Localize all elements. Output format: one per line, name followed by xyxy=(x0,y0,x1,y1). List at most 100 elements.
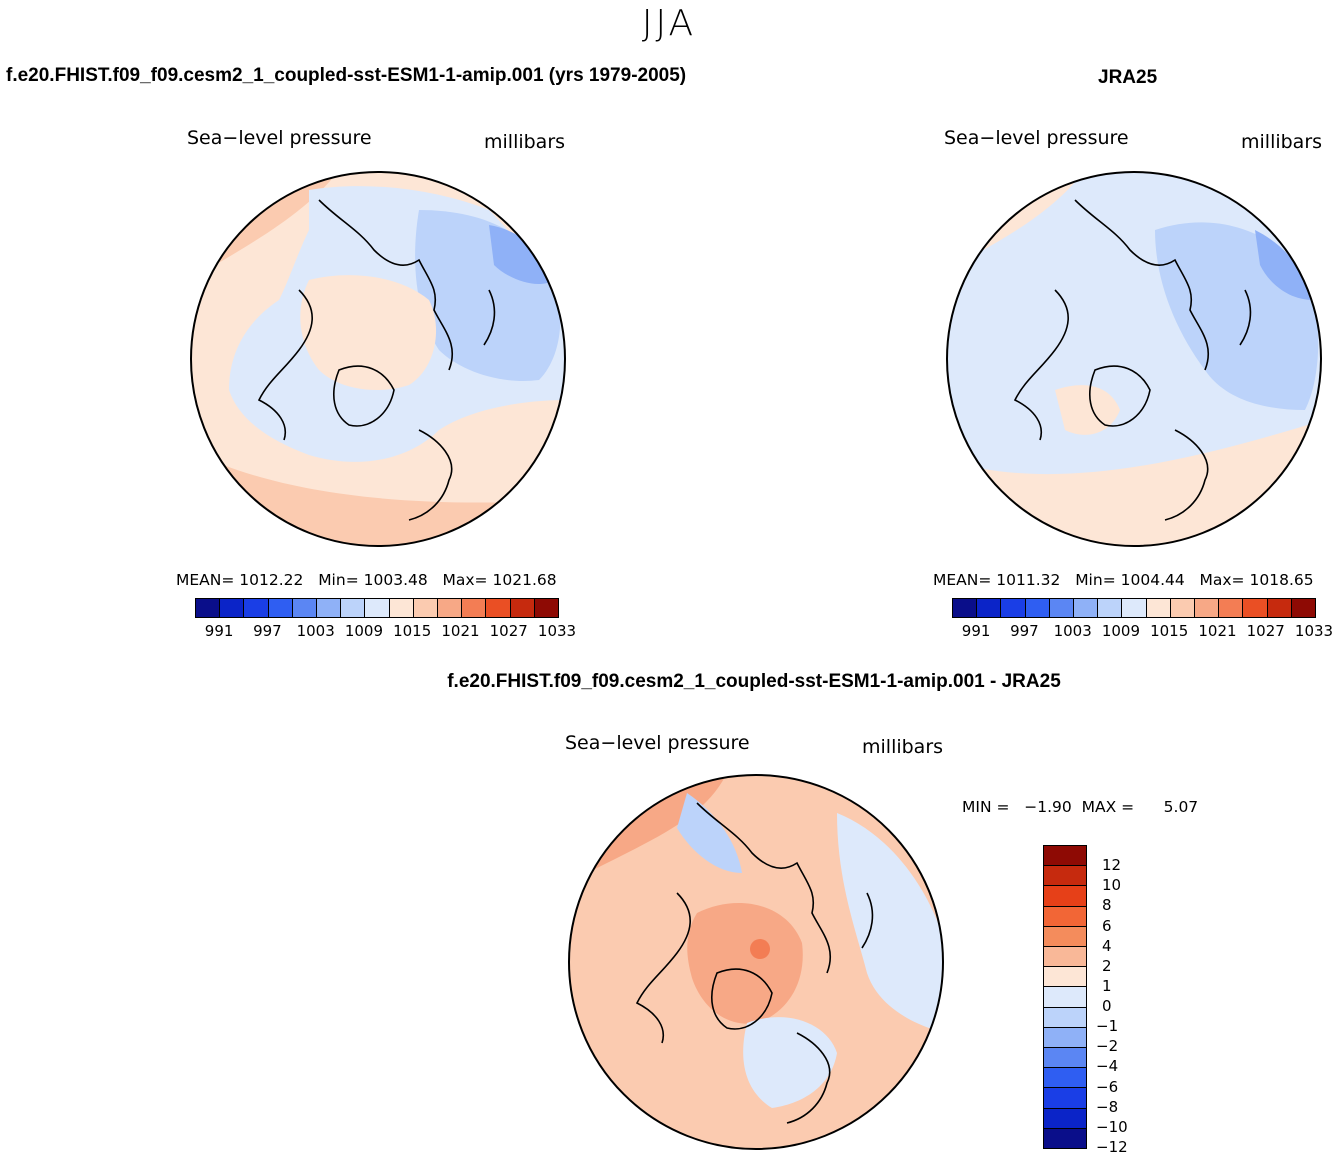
map-boundary xyxy=(568,774,944,1150)
colorbar-swatch xyxy=(462,599,487,617)
panel1-min-value: 1003.48 xyxy=(363,571,428,589)
map-boundary xyxy=(946,171,1322,547)
low-pressure-minimum xyxy=(489,225,554,285)
colorbar-swatch xyxy=(1044,1088,1086,1109)
colorbar-tick-label: −8 xyxy=(1096,1097,1119,1116)
panel2-mean-value: 1011.32 xyxy=(996,571,1061,589)
colorbar-swatch xyxy=(1044,926,1086,948)
colorbar-tick-label: 1027 xyxy=(489,622,528,640)
panel3-minmax: MIN = −1.90 MAX = 5.07 xyxy=(962,798,1199,816)
low-pressure-minimum xyxy=(1255,230,1313,300)
colorbar-tick-label: 10 xyxy=(1102,876,1122,895)
panel2-min-value: 1004.44 xyxy=(1120,571,1185,589)
panel3-units-label: millibars xyxy=(862,736,944,758)
colorbar-swatch xyxy=(1044,1108,1086,1129)
panel2-max-value: 1018.65 xyxy=(1249,571,1314,589)
panel2-title: JRA25 xyxy=(1098,67,1158,88)
negative-region-siberia xyxy=(677,793,742,873)
colorbar-swatch xyxy=(1044,846,1086,867)
colorbar-swatch xyxy=(953,599,978,617)
colorbar-swatch xyxy=(486,599,511,617)
panel1-colorbar-ticks: 991 997 1003 1009 1015 1021 1027 1033 xyxy=(195,622,576,642)
colorbar-swatch xyxy=(1044,886,1086,907)
panel3-map xyxy=(568,774,944,1150)
colorbar-swatch xyxy=(1291,599,1316,617)
colorbar-tick-label: −4 xyxy=(1096,1057,1119,1076)
colorbar-swatch xyxy=(1044,866,1086,887)
colorbar-swatch xyxy=(1195,599,1220,617)
colorbar-tick-label: −6 xyxy=(1096,1077,1119,1096)
panel3-colorbar-ticks: 12 10 8 6 4 2 1 0 −1 −2 −4 −6 −8 −10 −12 xyxy=(1096,845,1156,1156)
panel3-title: f.e20.FHIST.f09_f09.cesm2_1_coupled-sst-… xyxy=(447,671,1061,692)
panel1-units-label: millibars xyxy=(484,131,566,153)
arctic-positive-core xyxy=(687,903,803,1024)
colorbar-tick-label: 1021 xyxy=(1198,622,1237,640)
panel2-colorbar-ticks: 991 997 1003 1009 1015 1021 1027 1033 xyxy=(952,622,1333,642)
colorbar-tick-label: 2 xyxy=(1102,956,1112,975)
panel2-min-label: Min= xyxy=(1075,571,1116,589)
colorbar-tick-label: −12 xyxy=(1096,1138,1128,1156)
coastlines xyxy=(635,802,874,1124)
colorbar-swatch xyxy=(220,599,245,617)
colorbar-swatch xyxy=(268,599,293,617)
colorbar-swatch xyxy=(1044,1128,1086,1149)
colorbar-tick-label: −2 xyxy=(1096,1037,1119,1056)
panel1-mean-label: MEAN= xyxy=(176,571,235,589)
colorbar-tick-label: 997 xyxy=(1010,622,1039,640)
greenland-high xyxy=(1055,385,1120,435)
colorbar-tick-label: 1015 xyxy=(393,622,432,640)
panel1-map xyxy=(190,171,566,547)
panel1-min-label: Min= xyxy=(318,571,359,589)
colorbar-swatch xyxy=(1074,599,1099,617)
colorbar-tick-label: 6 xyxy=(1102,916,1112,935)
colorbar-swatch xyxy=(1243,599,1268,617)
colorbar-tick-label: 1021 xyxy=(441,622,480,640)
colorbar-swatch xyxy=(292,599,318,617)
colorbar-swatch xyxy=(1044,1068,1086,1089)
panel2-mean-label: MEAN= xyxy=(933,571,992,589)
colorbar-swatch xyxy=(1044,967,1086,988)
panel1-colorbar xyxy=(195,598,559,618)
colorbar-tick-label: −1 xyxy=(1096,1017,1119,1036)
negative-region-europe xyxy=(743,1017,837,1108)
colorbar-swatch xyxy=(389,599,414,617)
colorbar-tick-label: 0 xyxy=(1102,997,1112,1016)
colorbar-swatch xyxy=(341,599,366,617)
colorbar-swatch xyxy=(1122,599,1147,617)
colorbar-swatch xyxy=(1098,599,1123,617)
colorbar-swatch xyxy=(1044,1007,1086,1028)
colorbar-tick-label: 1009 xyxy=(1101,622,1141,640)
map-boundary xyxy=(190,171,566,547)
colorbar-swatch xyxy=(317,599,342,617)
colorbar-tick-label: 997 xyxy=(253,622,282,640)
panel1-mean-value: 1012.22 xyxy=(239,571,304,589)
colorbar-swatch xyxy=(1044,906,1086,927)
colorbar-tick-label: 12 xyxy=(1102,856,1122,875)
colorbar-swatch xyxy=(196,599,221,617)
colorbar-swatch xyxy=(413,599,439,617)
panel2-colorbar xyxy=(952,598,1316,618)
panel2-map xyxy=(946,171,1322,547)
season-title: JJA xyxy=(641,3,697,44)
colorbar-swatch xyxy=(1044,1048,1086,1069)
colorbar-swatch xyxy=(1001,599,1026,617)
colorbar-tick-label: 1 xyxy=(1102,976,1112,995)
panel1-max-label: Max= xyxy=(442,571,488,589)
colorbar-swatch xyxy=(365,599,390,617)
panel1-max-value: 1021.68 xyxy=(492,571,557,589)
colorbar-swatch xyxy=(1044,947,1086,968)
panel1-stats: MEAN= 1012.22 Min= 1003.48 Max= 1021.68 xyxy=(176,570,557,590)
colorbar-tick-label: 1033 xyxy=(537,622,577,640)
panel2-max-label: Max= xyxy=(1199,571,1245,589)
colorbar-swatch xyxy=(1044,987,1086,1008)
colorbar-tick-label: 1003 xyxy=(296,622,335,640)
colorbar-swatch xyxy=(534,599,559,617)
colorbar-swatch xyxy=(977,599,1002,617)
colorbar-tick-label: −10 xyxy=(1096,1117,1128,1136)
colorbar-tick-label: 8 xyxy=(1102,896,1112,915)
colorbar-tick-label: 1003 xyxy=(1053,622,1092,640)
colorbar-swatch xyxy=(1267,599,1292,617)
panel1-title: f.e20.FHIST.f09_f09.cesm2_1_coupled-sst-… xyxy=(6,65,687,86)
arctic-high xyxy=(300,275,437,390)
colorbar-swatch xyxy=(1219,599,1244,617)
